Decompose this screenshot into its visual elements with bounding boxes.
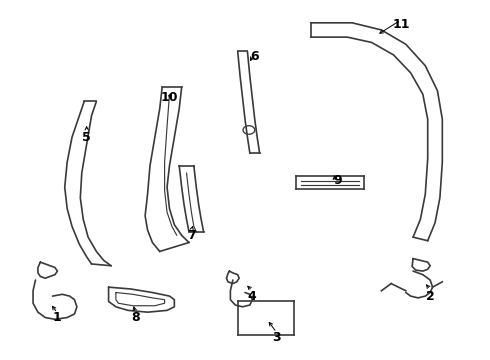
Text: 5: 5 [82, 131, 91, 144]
Text: 11: 11 [392, 18, 410, 31]
Text: 2: 2 [426, 289, 435, 303]
Text: 10: 10 [161, 91, 178, 104]
Text: 7: 7 [187, 229, 196, 242]
Text: 4: 4 [248, 289, 257, 303]
Text: 6: 6 [250, 50, 259, 63]
Text: 3: 3 [272, 331, 281, 344]
Text: 9: 9 [333, 174, 342, 186]
Text: 8: 8 [131, 311, 140, 324]
Text: 1: 1 [53, 311, 62, 324]
